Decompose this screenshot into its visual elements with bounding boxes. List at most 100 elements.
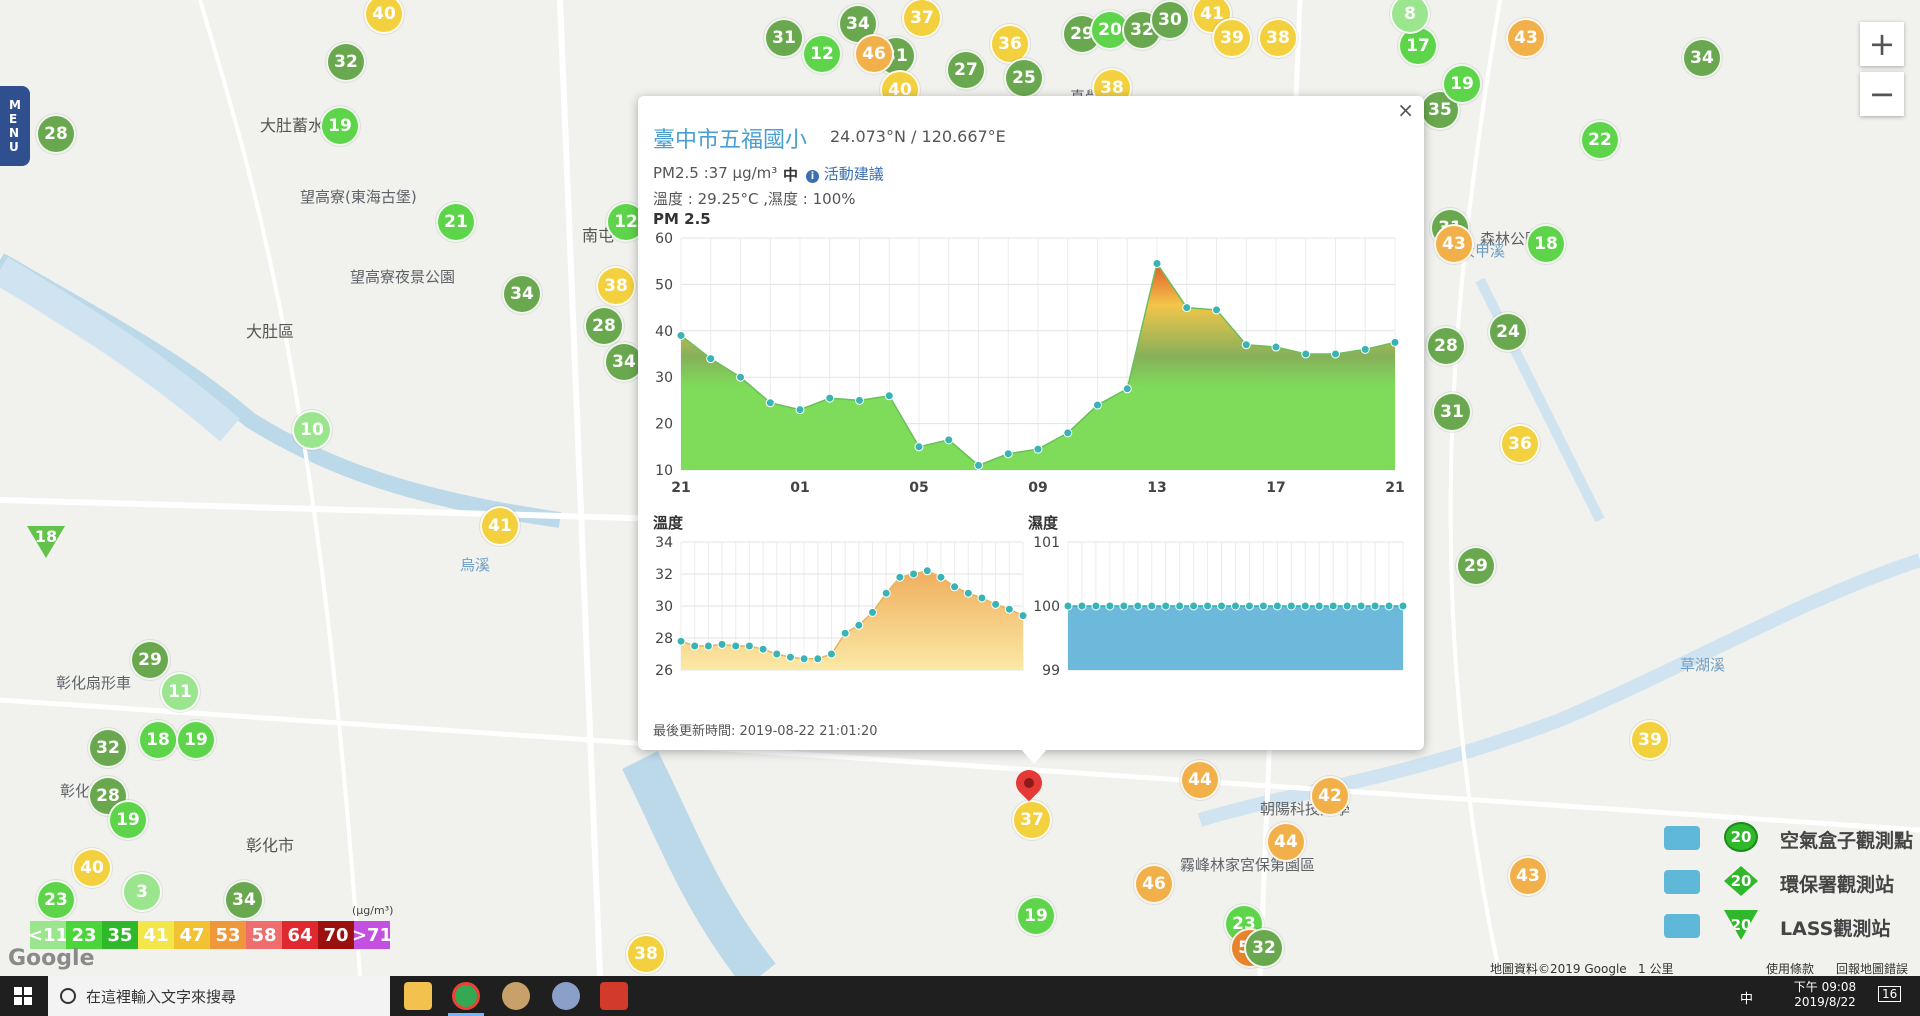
data-point[interactable] (785, 652, 795, 662)
taskbar-search-box[interactable]: 在這裡輸入文字來搜尋 (48, 976, 390, 1016)
data-point[interactable] (922, 566, 932, 576)
data-point[interactable] (909, 569, 919, 579)
sensor-marker[interactable]: 23 (36, 880, 76, 920)
sensor-marker[interactable]: 29 (130, 640, 170, 680)
ime-indicator[interactable]: 中 (1740, 992, 1754, 1007)
data-point[interactable] (1301, 349, 1311, 359)
app-icon[interactable] (502, 982, 530, 1010)
data-point[interactable] (1258, 601, 1268, 611)
data-point[interactable] (1063, 601, 1073, 611)
data-point[interactable] (1217, 601, 1227, 611)
data-point[interactable] (703, 641, 713, 651)
data-point[interactable] (706, 354, 716, 364)
data-point[interactable] (840, 628, 850, 638)
data-point[interactable] (1212, 305, 1221, 315)
data-point[interactable] (1152, 259, 1162, 269)
sensor-marker[interactable]: 29 (1456, 546, 1496, 586)
sensor-marker[interactable]: 34 (502, 274, 542, 314)
data-point[interactable] (1271, 342, 1281, 352)
file-explorer-icon[interactable] (404, 982, 432, 1010)
data-point[interactable] (1093, 400, 1102, 410)
sensor-marker[interactable]: 39 (1630, 720, 1670, 760)
terms-link[interactable]: 使用條款 (1766, 962, 1815, 976)
data-point[interactable] (914, 442, 924, 452)
data-point[interactable] (813, 654, 823, 664)
data-point[interactable] (1105, 601, 1115, 611)
data-point[interactable] (868, 607, 878, 617)
sensor-marker[interactable]: 11 (160, 672, 200, 712)
sensor-marker[interactable]: 38 (596, 266, 636, 306)
data-point[interactable] (1342, 601, 1352, 611)
sensor-marker[interactable]: 37 (1012, 800, 1052, 840)
data-point[interactable] (1331, 349, 1340, 359)
sensor-marker[interactable]: 40 (364, 0, 404, 34)
sensor-marker[interactable]: 36 (1500, 424, 1540, 464)
data-point[interactable] (855, 395, 864, 405)
data-point[interactable] (1356, 601, 1366, 611)
sensor-marker[interactable]: 18 (138, 720, 178, 760)
data-point[interactable] (950, 582, 960, 592)
chrome-icon[interactable] (452, 982, 480, 1010)
sensor-marker[interactable]: 30 (1150, 0, 1190, 40)
zoom-in-button[interactable]: + (1860, 22, 1904, 66)
sensor-marker[interactable]: 43 (1434, 224, 1474, 264)
sensor-marker[interactable]: 31 (764, 18, 804, 58)
data-point[interactable] (1119, 601, 1129, 611)
data-point[interactable] (1370, 601, 1380, 611)
sensor-marker[interactable]: 38 (626, 934, 666, 974)
sensor-marker[interactable]: 10 (292, 410, 332, 450)
sensor-marker[interactable]: 46 (1134, 864, 1174, 904)
data-point[interactable] (799, 654, 809, 664)
sketchup-icon[interactable] (600, 982, 628, 1010)
data-point[interactable] (1384, 601, 1394, 611)
sensor-marker[interactable]: 19 (1442, 64, 1482, 104)
sensor-marker[interactable]: 40 (72, 848, 112, 888)
data-point[interactable] (936, 572, 946, 582)
data-point[interactable] (825, 393, 835, 403)
data-point[interactable] (1241, 340, 1251, 350)
data-point[interactable] (758, 644, 768, 654)
sensor-marker[interactable]: 32 (1244, 928, 1284, 968)
data-point[interactable] (736, 372, 745, 382)
data-point[interactable] (717, 639, 727, 649)
report-map-error-link[interactable]: 回報地圖錯誤 (1836, 962, 1909, 976)
sensor-marker[interactable]: 32 (326, 42, 366, 82)
data-point[interactable] (1314, 601, 1324, 611)
data-point[interactable] (1003, 449, 1013, 459)
data-point[interactable] (1286, 601, 1296, 611)
data-point[interactable] (744, 641, 754, 651)
sensor-marker[interactable]: 24 (1488, 312, 1528, 352)
data-point[interactable] (881, 588, 891, 598)
data-point[interactable] (765, 398, 775, 408)
sensor-marker[interactable]: 43 (1506, 18, 1546, 58)
sensor-marker[interactable]: 21 (436, 202, 476, 242)
sensor-marker[interactable]: 34 (838, 4, 878, 44)
sensor-marker[interactable]: 25 (1004, 58, 1044, 98)
sensor-marker[interactable]: 34 (604, 342, 644, 382)
sensor-marker[interactable]: 12 (802, 34, 842, 74)
data-point[interactable] (991, 599, 1001, 609)
activity-advice-link[interactable]: i 活動建議 (806, 163, 884, 184)
data-point[interactable] (1189, 601, 1199, 611)
data-point[interactable] (1175, 601, 1185, 611)
sensor-marker[interactable]: 34 (224, 880, 264, 920)
data-point[interactable] (1231, 601, 1240, 611)
data-point[interactable] (1133, 601, 1143, 611)
data-point[interactable] (1244, 601, 1254, 611)
data-point[interactable] (1161, 601, 1171, 611)
data-point[interactable] (974, 460, 983, 470)
paint-icon[interactable] (552, 982, 580, 1010)
data-point[interactable] (1147, 601, 1157, 611)
data-point[interactable] (826, 649, 836, 659)
data-point[interactable] (977, 593, 987, 603)
data-point[interactable] (795, 405, 805, 415)
sensor-marker[interactable]: 42 (1310, 776, 1350, 816)
data-point[interactable] (1122, 384, 1132, 394)
sensor-marker[interactable]: 38 (1258, 18, 1298, 58)
sensor-marker[interactable]: 18 (1526, 224, 1566, 264)
notification-center-icon[interactable]: 16 (1878, 986, 1902, 1002)
clock[interactable]: 下午 09:08 2019/8/22 (1790, 978, 1860, 1009)
data-point[interactable] (1018, 611, 1028, 621)
data-point[interactable] (1182, 303, 1192, 313)
